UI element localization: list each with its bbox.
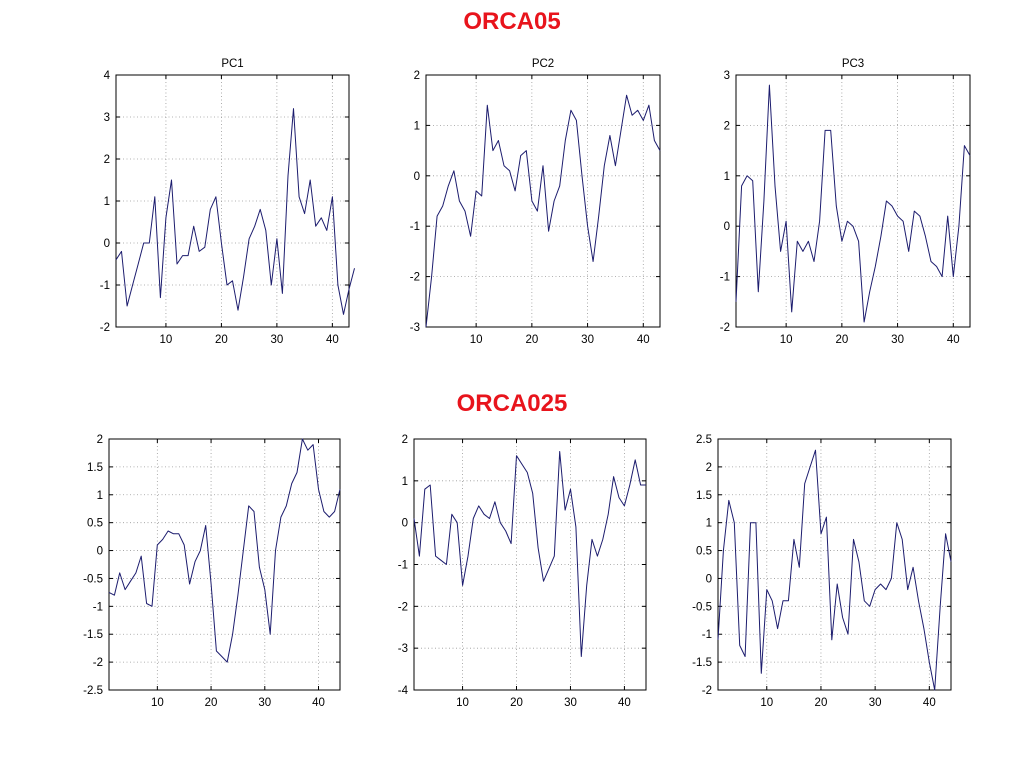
y-tick-label: 0.5	[87, 518, 103, 530]
y-tick-label: 2	[414, 70, 420, 82]
y-tick-label: 2	[97, 434, 103, 446]
y-tick-label: 1	[414, 120, 420, 132]
x-tick-label: 10	[151, 697, 164, 709]
y-tick-label: -3	[410, 322, 420, 334]
x-tick-label: 30	[258, 697, 271, 709]
x-tick-label: 40	[923, 697, 936, 709]
y-tick-label: -1	[702, 629, 712, 641]
series-line	[735, 84, 971, 323]
y-tick-label: 0	[104, 238, 110, 250]
heading-orca05: ORCA05	[463, 8, 561, 35]
x-tick-label: 40	[618, 697, 631, 709]
y-tick-label: 0	[97, 546, 103, 558]
x-tick-label: 30	[581, 334, 594, 346]
x-tick-label: 40	[312, 697, 325, 709]
series-line	[115, 108, 355, 315]
y-tick-label: -1	[398, 560, 408, 572]
chart-panel-2: 10 20 30 40 -3 -2 -1 0 1 2 PC2	[410, 58, 661, 346]
heading-orca025: ORCA025	[456, 390, 568, 417]
y-tick-label: 0	[414, 171, 420, 183]
x-tick-label: 20	[205, 697, 218, 709]
y-tick-label: -1.5	[692, 657, 712, 669]
y-tick-label: -2	[93, 657, 103, 669]
y-tick-label: -0.5	[692, 601, 712, 613]
chart-panel-4: 10 20 30 40 -2.5 -2 -1.5 -1 -0.5 0 0.5 1 1.5 2	[83, 434, 341, 709]
y-tick-label: -1.5	[83, 629, 103, 641]
y-tick-label: 1	[97, 490, 103, 502]
y-tick-label: -1	[410, 221, 420, 233]
x-tick-label: 20	[525, 334, 538, 346]
plot-frame	[717, 438, 952, 691]
x-tick-label: 20	[215, 334, 228, 346]
y-tick-label: 1	[402, 476, 408, 488]
y-tick-label: -4	[398, 685, 409, 697]
y-tick-label: 2	[724, 120, 730, 132]
series-line	[108, 438, 341, 663]
y-tick-label: 4	[104, 70, 111, 82]
y-tick-label: -2	[702, 685, 712, 697]
x-tick-label: 40	[326, 334, 339, 346]
x-tick-label: 10	[470, 334, 483, 346]
chart-title: PC2	[532, 58, 554, 70]
x-tick-label: 30	[564, 697, 577, 709]
y-tick-label: 2.5	[696, 434, 712, 446]
y-tick-label: 1.5	[87, 462, 103, 474]
x-tick-label: 20	[815, 697, 828, 709]
y-tick-label: -2	[398, 601, 408, 613]
x-tick-label: 10	[160, 334, 173, 346]
series-line	[413, 451, 646, 657]
plot-frame	[735, 74, 971, 328]
y-tick-label: -2	[100, 322, 110, 334]
y-tick-label: 0	[706, 573, 712, 585]
x-tick-label: 40	[947, 334, 960, 346]
plot-frame	[425, 74, 661, 328]
y-tick-label: 3	[104, 112, 110, 124]
x-tick-label: 10	[456, 697, 469, 709]
y-tick-label: 1	[724, 171, 730, 183]
x-tick-label: 40	[637, 334, 650, 346]
x-tick-label: 30	[270, 334, 283, 346]
y-tick-label: -2.5	[83, 685, 103, 697]
chart-title: PC3	[842, 58, 864, 70]
y-tick-label: 2	[706, 462, 712, 474]
x-tick-label: 20	[510, 697, 523, 709]
y-tick-label: 2	[402, 434, 408, 446]
y-tick-label: -0.5	[83, 573, 103, 585]
y-tick-label: -2	[410, 272, 420, 284]
x-tick-label: 30	[869, 697, 882, 709]
x-tick-label: 10	[780, 334, 793, 346]
y-tick-label: 1	[706, 518, 712, 530]
y-tick-label: -3	[398, 643, 408, 655]
y-tick-label: 0	[724, 221, 730, 233]
chart-panel-1: 10 20 30 40 -2 -1 0 1 2 3 4 PC1	[100, 58, 355, 346]
y-tick-label: 0	[402, 518, 408, 530]
y-tick-label: -1	[720, 272, 730, 284]
y-tick-label: -1	[100, 280, 110, 292]
y-tick-label: 1.5	[696, 490, 712, 502]
y-tick-label: 3	[724, 70, 730, 82]
y-tick-label: -2	[720, 322, 730, 334]
x-tick-label: 30	[891, 334, 904, 346]
y-tick-label: -1	[93, 601, 103, 613]
plot-frame	[108, 438, 341, 691]
y-tick-label: 1	[104, 196, 110, 208]
chart-panel-3: 10 20 30 40 -2 -1 0 1 2 3 PC3	[720, 58, 971, 346]
chart-panel-6: 10 20 30 40 -2 -1.5 -1 -0.5 0 0.5 1 1.5 2 2.5	[692, 434, 952, 709]
chart-title: PC1	[221, 58, 243, 70]
series-line	[717, 449, 952, 691]
chart-panel-5: 10 20 30 40 -4 -3 -2 -1 0 1 2	[398, 434, 647, 709]
y-tick-label: 0.5	[696, 546, 712, 558]
x-tick-label: 20	[835, 334, 848, 346]
series-line	[425, 94, 661, 328]
y-tick-label: 2	[104, 154, 110, 166]
x-tick-label: 10	[760, 697, 773, 709]
